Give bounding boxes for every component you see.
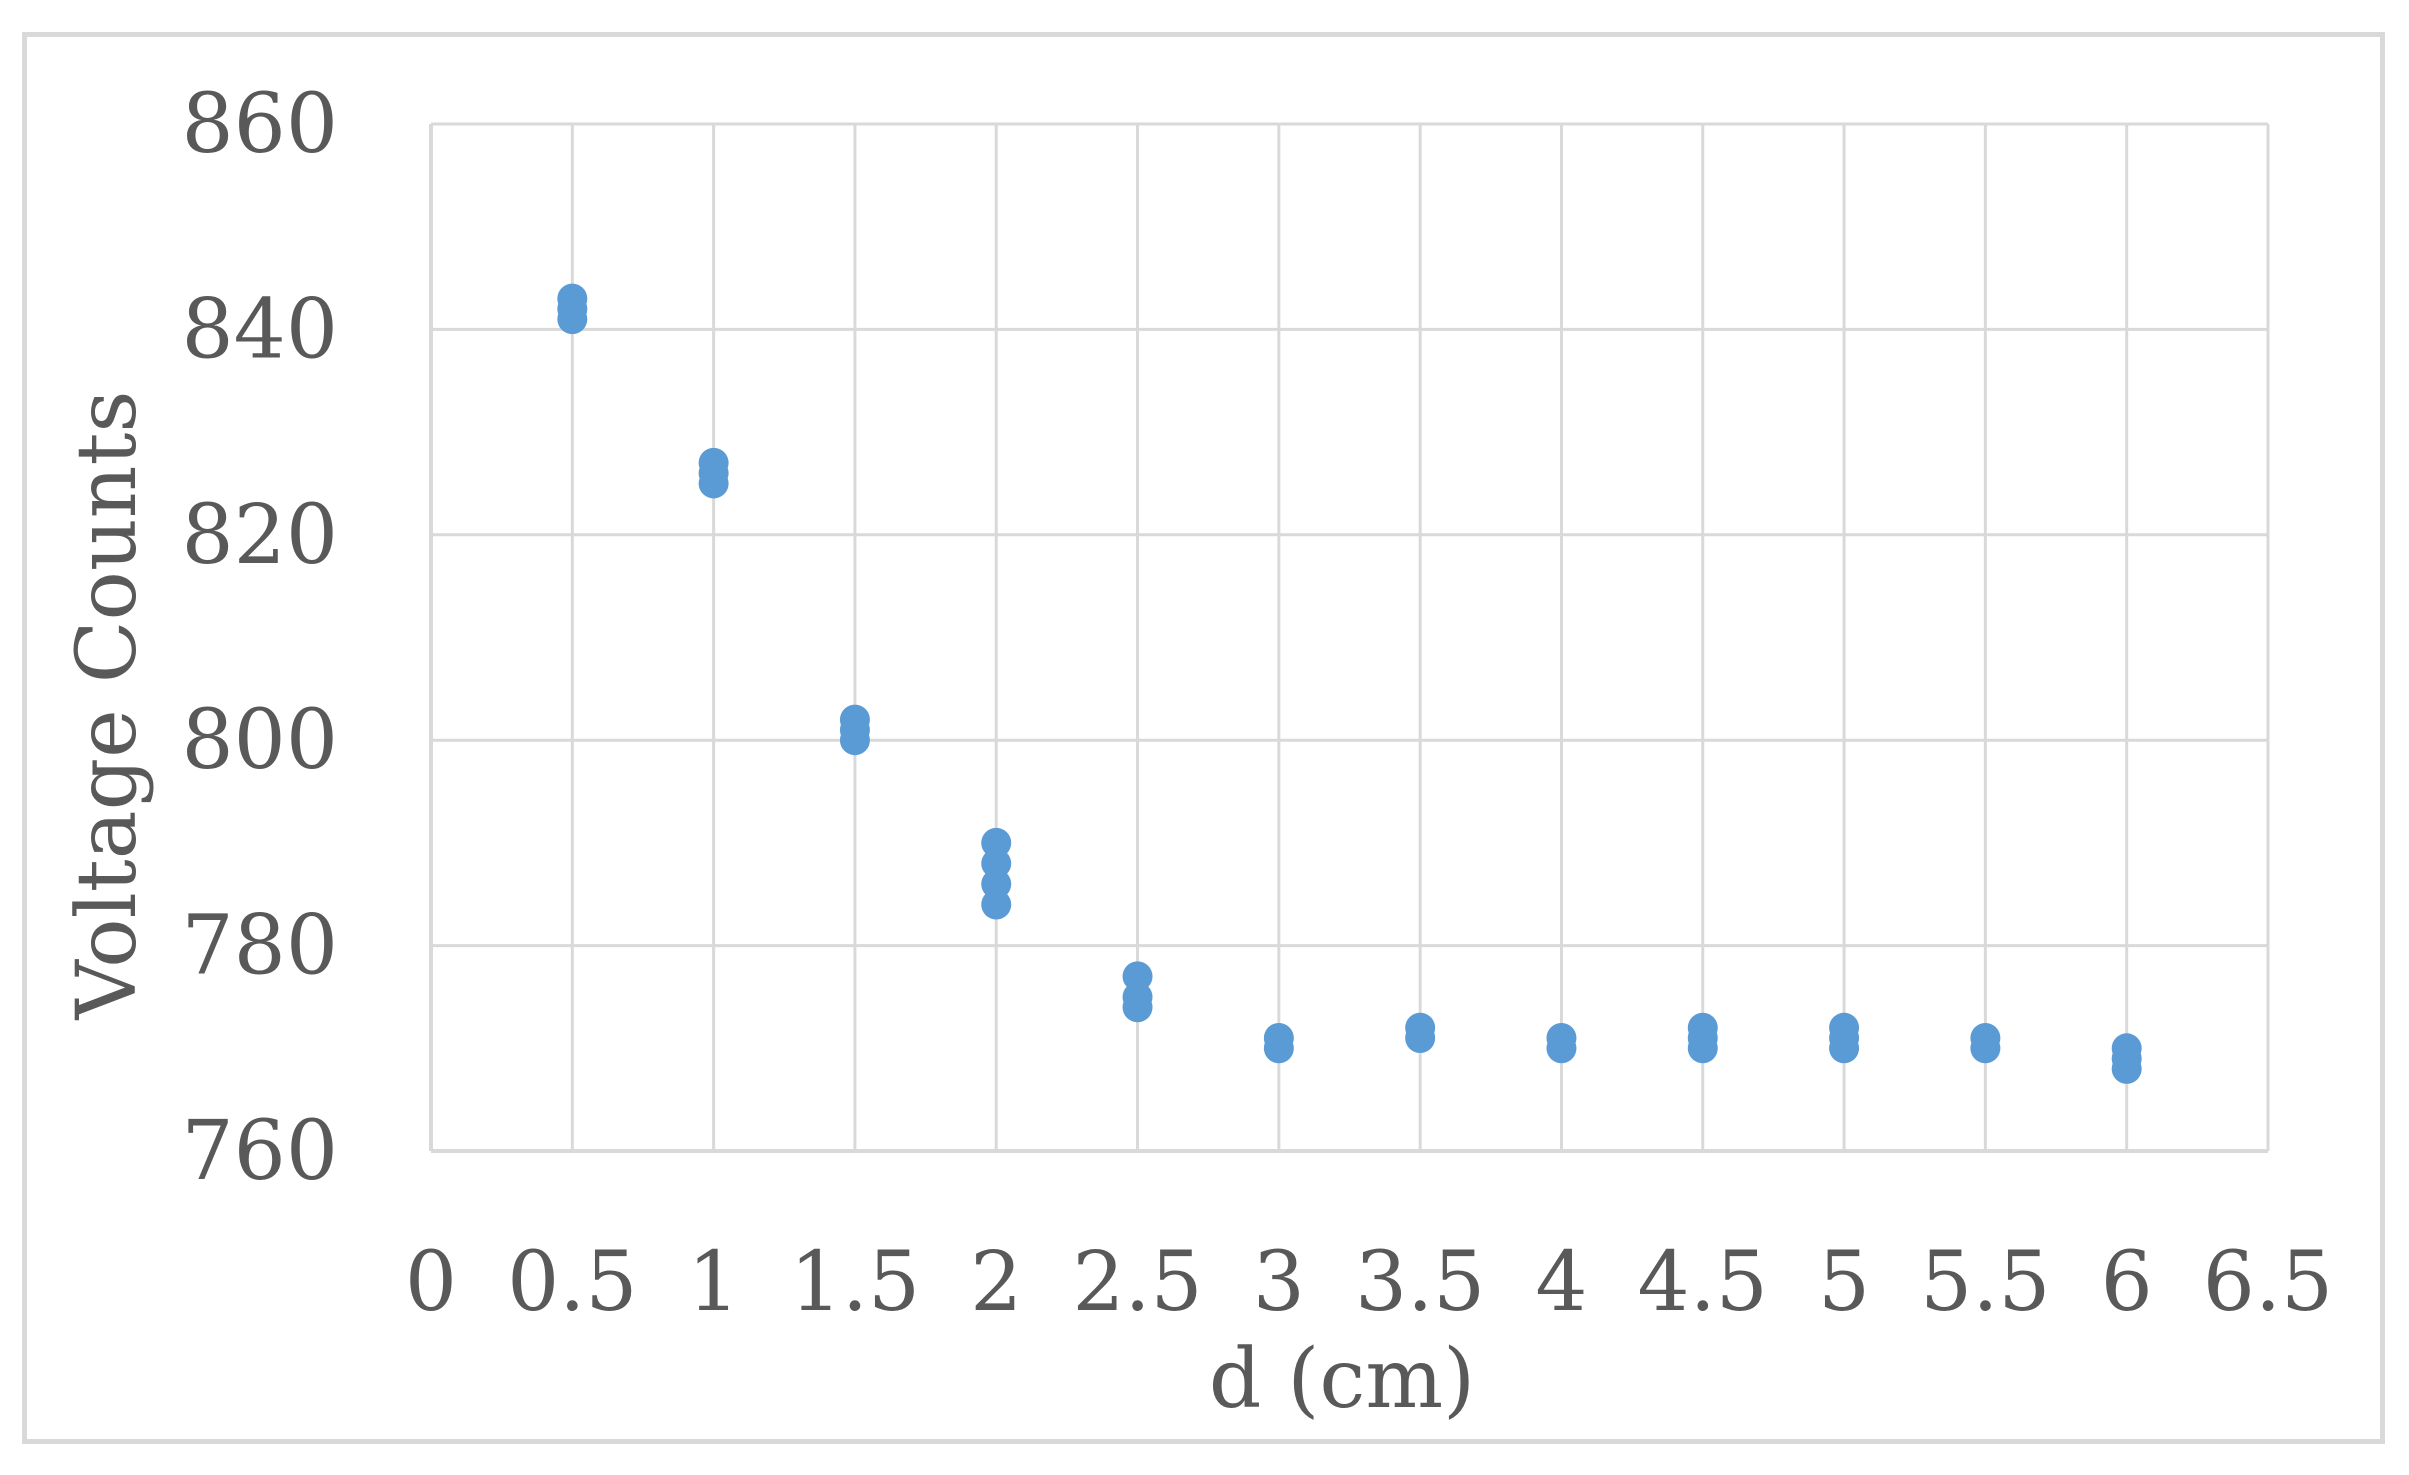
data-point xyxy=(839,725,870,756)
data-point xyxy=(981,868,1012,899)
y-tick-label: 840 xyxy=(181,282,338,377)
data-point xyxy=(2111,1053,2142,1084)
x-tick-label: 0 xyxy=(405,1235,457,1330)
y-tick-labels: 760 780 800 820 840 860 xyxy=(181,77,338,1199)
data-point xyxy=(1405,1023,1436,1054)
data-point xyxy=(557,304,588,335)
data-point xyxy=(1970,1033,2001,1064)
x-tick-label: 5.5 xyxy=(1920,1235,2050,1330)
y-tick-label: 760 xyxy=(181,1104,338,1199)
y-tick-label: 800 xyxy=(181,693,338,788)
x-tick-label: 6 xyxy=(2101,1235,2153,1330)
x-tick-label: 1 xyxy=(688,1235,740,1330)
y-axis-title: Voltage Counts xyxy=(60,391,155,1021)
x-tick-labels: 0 0.5 1 1.5 2 2.5 3 3.5 4 4.5 5 5.5 6 6.5 xyxy=(405,1235,2333,1330)
x-tick-label: 2.5 xyxy=(1072,1235,1202,1330)
x-tick-label: 6.5 xyxy=(2203,1235,2333,1330)
data-point xyxy=(981,848,1012,879)
grid-layer xyxy=(431,122,2270,1151)
x-tick-label: 1.5 xyxy=(790,1235,920,1330)
x-tick-label: 2 xyxy=(970,1235,1022,1330)
data-point xyxy=(1263,1033,1294,1064)
y-tick-label: 780 xyxy=(181,899,338,994)
x-tick-label: 3.5 xyxy=(1355,1235,1485,1330)
data-point xyxy=(698,468,729,499)
data-point xyxy=(1122,961,1153,992)
x-tick-label: 5 xyxy=(1818,1235,1870,1330)
x-tick-label: 4 xyxy=(1535,1235,1587,1330)
x-tick-label: 4.5 xyxy=(1638,1235,1768,1330)
x-axis-title: d (cm) xyxy=(1209,1332,1475,1427)
axis-layer xyxy=(429,124,2268,1153)
data-point xyxy=(981,889,1012,920)
data-point xyxy=(1687,1033,1718,1064)
data-point xyxy=(981,827,1012,858)
data-point xyxy=(1122,992,1153,1023)
data-points xyxy=(557,283,2142,1084)
x-tick-label: 0.5 xyxy=(507,1235,637,1330)
x-tick-label: 3 xyxy=(1253,1235,1305,1330)
chart-frame xyxy=(22,32,2385,1444)
data-point xyxy=(1829,1033,1860,1064)
y-tick-label: 860 xyxy=(181,77,338,172)
y-tick-label: 820 xyxy=(181,488,338,583)
data-point xyxy=(1546,1033,1577,1064)
